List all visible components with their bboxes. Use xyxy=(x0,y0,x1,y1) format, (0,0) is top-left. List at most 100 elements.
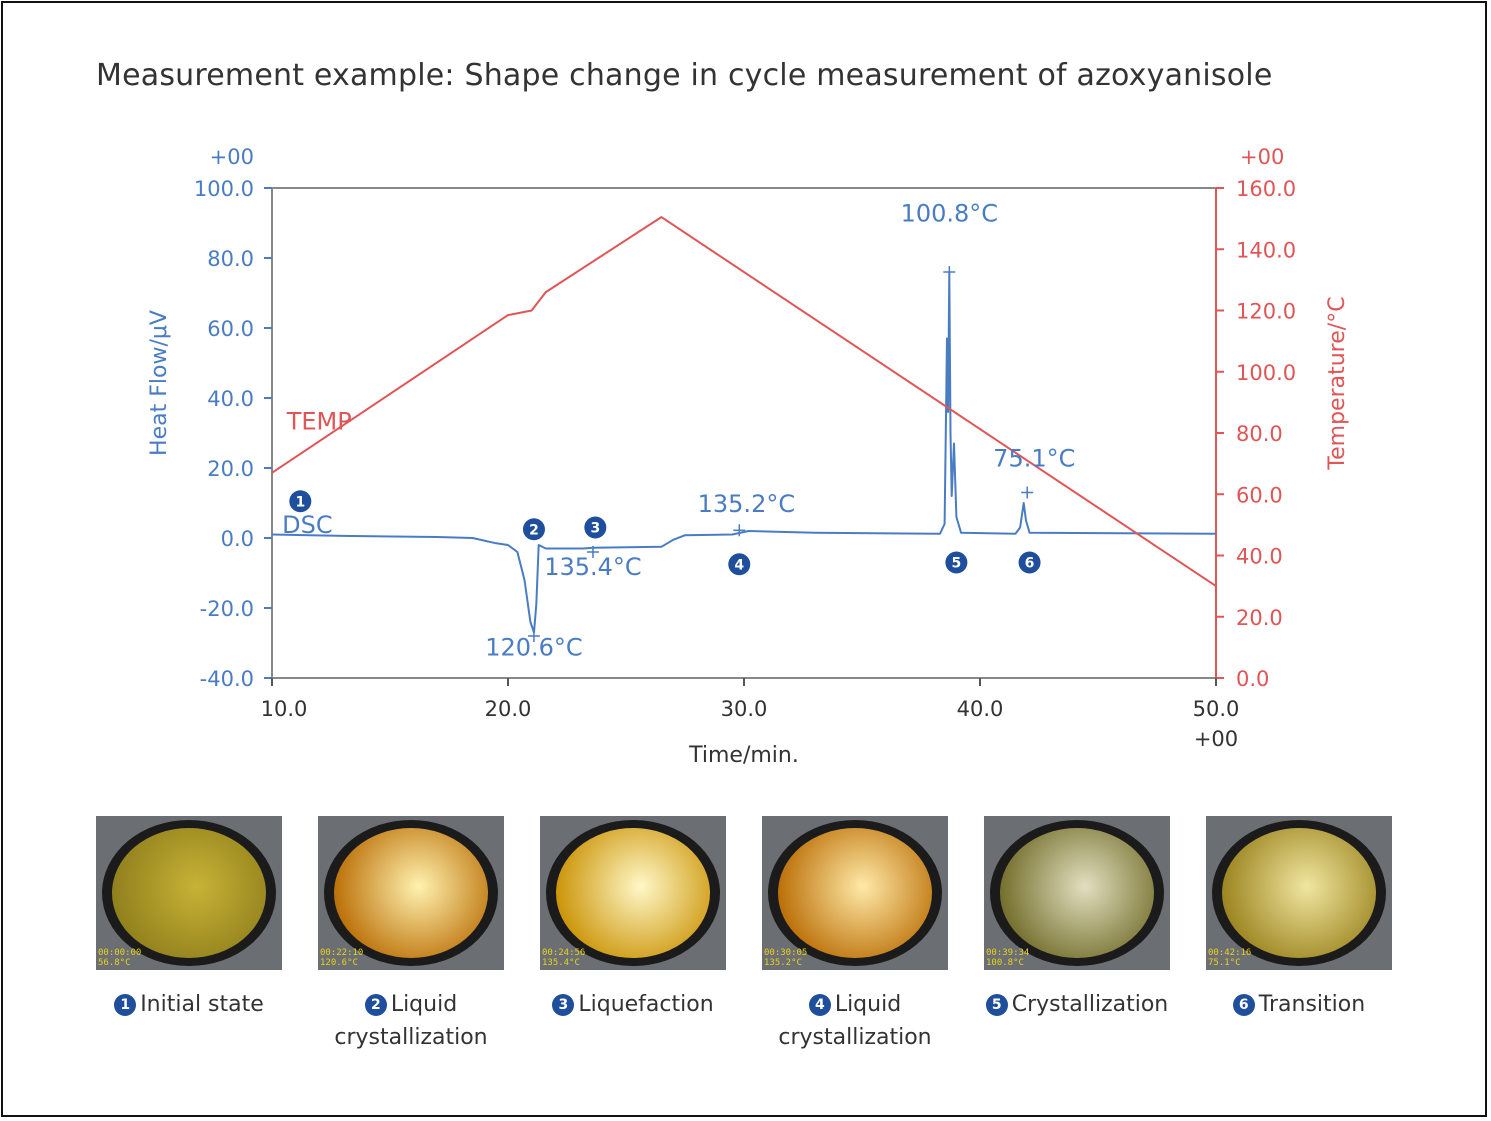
photo-caption-2: 2 Liquid crystallization xyxy=(281,988,541,1054)
step-marker-number: 2 xyxy=(529,522,539,538)
left-tick-label: 60.0 xyxy=(207,317,254,341)
photo-time: 00:42:16 xyxy=(1208,948,1252,958)
right-tick-label: 20.0 xyxy=(1236,606,1283,630)
photo-timestamp: 00:30:05 135.2°C xyxy=(764,948,807,968)
photo-caption-6: 6 Transition xyxy=(1169,988,1429,1021)
photo-timestamp: 00:24:56 135.4°C xyxy=(542,948,585,968)
right-tick-label: 120.0 xyxy=(1236,300,1296,324)
sample-surface xyxy=(1000,828,1154,958)
photo-timestamp: 00:39:34 100.8°C xyxy=(986,948,1029,968)
annotation-label: TEMP xyxy=(286,408,352,436)
photo-time: 00:24:56 xyxy=(542,948,586,958)
photo-time: 00:39:34 xyxy=(986,948,1030,958)
sample-surface xyxy=(778,828,932,958)
caption-line-1: Liquid xyxy=(834,992,902,1017)
x-tick-label: 30.0 xyxy=(721,697,768,721)
annotation-label: 75.1°C xyxy=(993,444,1075,472)
series-line-dsc xyxy=(271,271,1217,634)
caption-line-1: Initial state xyxy=(140,992,264,1017)
photo-temp: 100.8°C xyxy=(986,958,1024,968)
photo-temp: 75.1°C xyxy=(1208,958,1241,968)
sample-photo-3: 00:24:56 135.4°C xyxy=(540,816,726,970)
photo-timestamp: 00:42:16 75.1°C xyxy=(1208,948,1251,968)
step-marker-number: 1 xyxy=(295,494,305,510)
right-tick-label: 140.0 xyxy=(1236,238,1296,262)
photo-temp: 135.4°C xyxy=(542,958,580,968)
caption-line-2: crystallization xyxy=(778,1025,932,1050)
photo-time: 00:30:05 xyxy=(764,948,808,958)
caption-line-2: crystallization xyxy=(334,1025,488,1050)
right-tick-label: 80.0 xyxy=(1236,422,1283,446)
x-tick-label: 10.0 xyxy=(261,697,308,721)
x-tick-label: 50.0 xyxy=(1193,697,1240,721)
x-tick-label: 40.0 xyxy=(957,697,1004,721)
left-tick-label: 40.0 xyxy=(207,387,254,411)
left-tick-label: 100.0 xyxy=(194,177,254,201)
photo-caption-3: 3 Liquefaction xyxy=(503,988,763,1021)
series-line-temp xyxy=(271,216,1217,587)
right-tick-label: 100.0 xyxy=(1236,361,1296,385)
photo-timestamp: 00:00:00 56.8°C xyxy=(98,948,141,968)
photo-temp: 135.2°C xyxy=(764,958,802,968)
photo-caption-5: 5 Crystallization xyxy=(947,988,1207,1021)
right-axis-label: Temperature/°C xyxy=(1325,296,1350,470)
right-tick-label: 160.0 xyxy=(1236,177,1296,201)
sample-photo-1: 00:00:00 56.8°C xyxy=(96,816,282,970)
x-axis-multiplier: +00 xyxy=(1194,727,1238,751)
sample-surface xyxy=(334,828,488,958)
photo-temp: 120.6°C xyxy=(320,958,358,968)
step-marker-number: 5 xyxy=(952,556,962,572)
right-tick-label: 60.0 xyxy=(1236,483,1283,507)
caption-line-1: Liquefaction xyxy=(578,992,714,1017)
sample-photo-4: 00:30:05 135.2°C xyxy=(762,816,948,970)
right-tick-label: 40.0 xyxy=(1236,545,1283,569)
chart-title: Measurement example: Shape change in cyc… xyxy=(96,58,1273,93)
step-marker-6 xyxy=(1018,551,1041,574)
caption-step-number: 6 xyxy=(1232,994,1255,1016)
dsc-chart: 100.080.060.040.020.00.0-20.0-40.0+00Hea… xyxy=(147,145,1350,768)
annotation-label: 120.6°C xyxy=(485,633,582,661)
step-marker-number: 3 xyxy=(590,521,600,537)
left-axis-label: Heat Flow/μV xyxy=(147,310,172,456)
caption-step-number: 3 xyxy=(552,994,575,1016)
sample-photo-6: 00:42:16 75.1°C xyxy=(1206,816,1392,970)
photo-caption-4: 4 Liquid crystallization xyxy=(725,988,985,1054)
step-marker-4 xyxy=(728,553,751,576)
caption-step-number: 2 xyxy=(364,994,387,1016)
right-tick-label: 0.0 xyxy=(1236,667,1269,691)
photo-timestamp: 00:22:10 120.6°C xyxy=(320,948,363,968)
photo-caption-1: 1 Initial state xyxy=(59,988,319,1021)
caption-line-1: Transition xyxy=(1258,992,1366,1017)
step-marker-5 xyxy=(945,551,968,574)
step-marker-3 xyxy=(584,516,607,539)
sample-surface xyxy=(1222,828,1376,958)
left-tick-label: -40.0 xyxy=(200,667,254,691)
annotation-label: 135.2°C xyxy=(698,490,795,518)
caption-step-number: 1 xyxy=(114,994,137,1016)
photo-time: 00:00:00 xyxy=(98,948,142,958)
caption-step-number: 4 xyxy=(808,994,831,1016)
left-tick-label: -20.0 xyxy=(200,597,254,621)
sample-surface xyxy=(556,828,710,958)
left-tick-label: 0.0 xyxy=(221,527,254,551)
caption-line-1: Liquid xyxy=(390,992,458,1017)
annotation-label: 135.4°C xyxy=(544,553,641,581)
x-axis-label: Time/min. xyxy=(688,743,799,768)
sample-surface xyxy=(112,828,266,958)
caption-step-number: 5 xyxy=(985,994,1008,1016)
annotation-label: DSC xyxy=(282,511,332,539)
caption-line-1: Crystallization xyxy=(1011,992,1169,1017)
step-marker-2 xyxy=(522,518,545,541)
left-tick-label: 20.0 xyxy=(207,457,254,481)
x-tick-label: 20.0 xyxy=(485,697,532,721)
photo-temp: 56.8°C xyxy=(98,958,131,968)
right-axis-multiplier: +00 xyxy=(1240,145,1284,169)
step-marker-number: 6 xyxy=(1025,556,1035,572)
annotation-label: 100.8°C xyxy=(901,199,998,227)
left-axis-multiplier: +00 xyxy=(210,145,254,169)
sample-photo-2: 00:22:10 120.6°C xyxy=(318,816,504,970)
sample-photo-5: 00:39:34 100.8°C xyxy=(984,816,1170,970)
step-marker-1 xyxy=(289,490,312,513)
left-tick-label: 80.0 xyxy=(207,247,254,271)
